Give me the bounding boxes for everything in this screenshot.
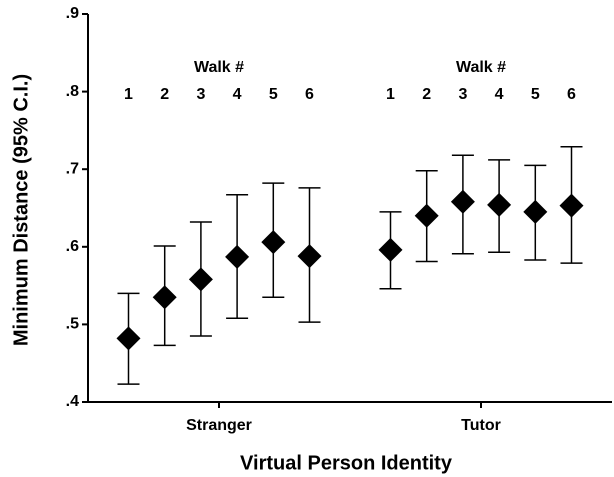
walk-label: 3 (196, 86, 205, 103)
x-tick-label: Stranger (186, 417, 252, 434)
walk-label: 6 (305, 86, 314, 103)
x-tick-label: Tutor (461, 417, 501, 434)
group-label: Walk # (456, 59, 506, 76)
y-tick-label: .6 (66, 238, 79, 255)
walk-label: 1 (386, 86, 395, 103)
y-tick-label: .9 (66, 5, 79, 22)
diamond-marker (378, 237, 403, 262)
walk-label: 1 (124, 86, 133, 103)
y-tick-label: .5 (66, 316, 79, 333)
diamond-marker (225, 244, 250, 269)
walk-label: 3 (458, 86, 467, 103)
walk-label: 5 (269, 86, 278, 103)
diamond-marker (523, 199, 548, 224)
diamond-marker (450, 189, 475, 214)
walk-label: 4 (495, 86, 504, 103)
diamond-marker (116, 326, 141, 351)
diamond-marker (559, 193, 584, 218)
diamond-marker (297, 244, 322, 269)
diamond-marker (487, 192, 512, 217)
walk-label: 2 (160, 86, 169, 103)
diamond-marker (152, 285, 177, 310)
y-tick-label: .8 (66, 83, 79, 100)
diamond-marker (261, 230, 286, 255)
diamond-marker (414, 203, 439, 228)
diamond-marker (188, 267, 213, 292)
walk-label: 5 (531, 86, 540, 103)
y-tick-label: .7 (66, 160, 79, 177)
y-axis-title: Minimum Distance (95% C.I.) (10, 74, 32, 346)
walk-label: 6 (567, 86, 576, 103)
y-tick-label: .4 (66, 393, 79, 410)
walk-label: 2 (422, 86, 431, 103)
x-axis-title: Virtual Person Identity (240, 452, 453, 474)
walk-label: 4 (233, 86, 242, 103)
group-label: Walk # (194, 59, 244, 76)
